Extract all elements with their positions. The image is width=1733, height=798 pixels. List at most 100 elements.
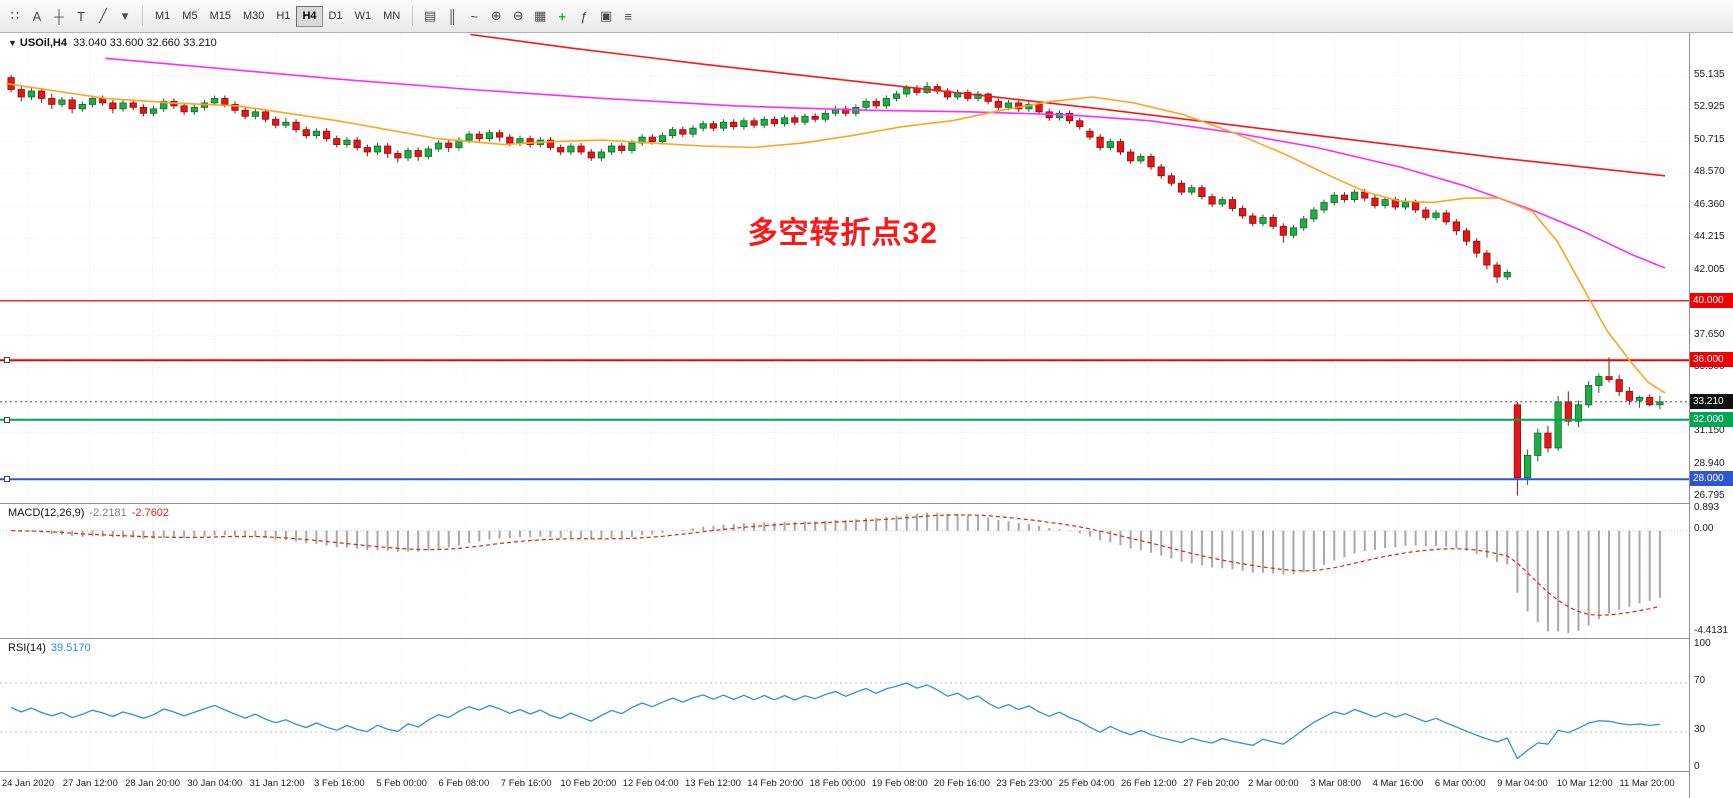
rsi-value: 39.5170 xyxy=(50,642,91,654)
toolbar-right-group: ▤ ║ ~ ⊕ ⊖ ▦ + ƒ ▣ ≡ xyxy=(419,5,639,27)
trendline-tool-icon[interactable]: ╱ xyxy=(99,8,107,23)
time-axis-label: 14 Feb 20:00 xyxy=(747,778,804,789)
time-axis-label: 24 Jan 2020 xyxy=(1,778,55,789)
ma-fast-orange-line xyxy=(5,82,1666,394)
time-axis-label: 6 Mar 00:00 xyxy=(1434,778,1486,789)
rsi-name: RSI(14) xyxy=(8,642,46,654)
time-axis-label: 2 Mar 00:00 xyxy=(1248,778,1299,789)
price-axis-label: 52.925 xyxy=(1694,101,1725,113)
collapse-triangle-icon[interactable]: ▼ xyxy=(8,38,17,48)
timeframe-button-h1[interactable]: H1 xyxy=(276,10,291,22)
time-axis-label: 19 Feb 08:00 xyxy=(871,778,928,789)
zoom-out-icon[interactable]: ⊖ xyxy=(512,8,524,23)
rsi-indicator-panel[interactable] xyxy=(0,638,1689,771)
time-axis-label: 11 Mar 20:00 xyxy=(1619,778,1675,789)
price-axis-label: 42.005 xyxy=(1694,263,1725,275)
timeframe-button-mn[interactable]: MN xyxy=(383,10,401,22)
toolbar: ∷ A ┼ T ╱ ▾ M1 M5 M15 M30 H1 H4 D1 W1 MN ▤ ║ ~ ⊕ ⊖ ▦ + ƒ ▣ ≡ xyxy=(0,0,1733,33)
price-axis-label: 44.215 xyxy=(1694,231,1725,243)
price-axis-label: 48.570 xyxy=(1694,166,1725,178)
timeframe-button-m1[interactable]: M1 xyxy=(155,10,171,22)
hline-handle[interactable] xyxy=(4,357,10,364)
time-axis-label: 31 Jan 12:00 xyxy=(249,778,305,789)
price-axis-label: 26.795 xyxy=(1694,490,1725,502)
timeframe-button-w1[interactable]: W1 xyxy=(354,10,372,22)
time-axis-label: 27 Jan 12:00 xyxy=(62,778,118,789)
indicators-icon[interactable]: ƒ xyxy=(580,8,588,24)
time-axis-label: 10 Mar 12:00 xyxy=(1556,778,1613,789)
zoom-in-icon[interactable]: ⊕ xyxy=(490,8,502,23)
current-price-tag: 33.210 xyxy=(1690,393,1733,409)
symbol-name: USOil,H4 xyxy=(19,37,67,49)
price-axis[interactable]: 55.135 52.925 50.715 48.570 46.360 44.215 42.0… xyxy=(1689,33,1733,798)
rsi-axis-label: 100 xyxy=(1694,638,1711,650)
arrow-cursor-icon[interactable]: A xyxy=(32,8,42,24)
candlestick-chart-icon[interactable]: ║ xyxy=(447,8,457,24)
chart-annotation[interactable]: 多空转折点32 xyxy=(747,217,938,251)
rsi-label: RSI(14) 39.5170 xyxy=(8,642,91,654)
time-axis[interactable]: 24 Jan 2020 27 Jan 12:00 28 Jan 20:00 30 Ja… xyxy=(0,771,1689,798)
time-axis-label: 20 Feb 16:00 xyxy=(934,778,991,789)
object-list-icon[interactable]: ≡ xyxy=(624,8,632,24)
price-chart-pan[interactable] xyxy=(0,33,1689,503)
time-axis-label: 13 Feb 12:00 xyxy=(684,778,741,789)
line-chart-icon[interactable]: ~ xyxy=(470,8,478,24)
time-axis-label: 18 Feb 00:00 xyxy=(809,778,866,789)
crosshair-icon[interactable]: ┼ xyxy=(54,8,64,24)
hline-handle[interactable] xyxy=(4,416,10,423)
macd-signal-line xyxy=(11,514,1661,616)
time-axis-label: 7 Feb 16:00 xyxy=(500,778,552,789)
timeframe-button-m30[interactable]: M30 xyxy=(242,10,265,22)
macd-indicator-panel[interactable] xyxy=(0,503,1689,638)
rsi-line xyxy=(10,682,1660,760)
time-axis-label: 3 Feb 16:00 xyxy=(313,778,365,789)
price-axis-label: 37.650 xyxy=(1694,328,1725,340)
time-axis-label: 25 Feb 04:00 xyxy=(1058,778,1115,789)
templates-icon[interactable]: ▣ xyxy=(600,8,613,23)
time-axis-label: 26 Feb 12:00 xyxy=(1120,778,1177,789)
hline-handle[interactable] xyxy=(4,476,10,483)
ma-mid-magenta-line xyxy=(105,57,1666,269)
time-axis-label: 28 Jan 20:00 xyxy=(125,778,180,789)
timeframe-group: M1 M5 M15 M30 H1 H4 D1 W1 MN xyxy=(149,5,406,27)
macd-signal-value: -2.7602 xyxy=(131,507,170,519)
macd-label: MACD(12,26,9) -2.2181 -2.7602 xyxy=(8,507,169,519)
macd-name: MACD(12,26,9) xyxy=(8,507,85,519)
price-axis-label: 55.135 xyxy=(1694,68,1725,80)
grip-handle-icon[interactable]: ∷ xyxy=(10,8,20,23)
bar-chart-icon[interactable]: ▤ xyxy=(424,8,437,23)
time-axis-label: 30 Jan 04:00 xyxy=(187,778,243,789)
price-axis-label: 28.940 xyxy=(1694,458,1725,470)
chart-window: 24 Jan 2020 27 Jan 12:00 28 Jan 20:00 30 Ja… xyxy=(0,33,1733,798)
macd-axis-label: 0.00 xyxy=(1694,522,1714,534)
macd-axis-label: 0.893 xyxy=(1694,502,1720,513)
price-axis-label: 46.360 xyxy=(1694,199,1725,211)
timeframe-button-m15[interactable]: M15 xyxy=(209,10,231,22)
timeframe-button-d1[interactable]: D1 xyxy=(328,10,343,22)
ohlc-values: 33.040 33.600 32.660 33.210 xyxy=(73,37,217,49)
ma-slow-red-line xyxy=(470,33,1666,177)
time-axis-label: 23 Feb 23:00 xyxy=(996,778,1053,789)
timeframe-button-h4[interactable]: H4 xyxy=(296,5,323,27)
price-axis-label: 50.715 xyxy=(1694,134,1725,146)
draw-tools-caret-icon[interactable]: ▾ xyxy=(121,8,129,23)
price-level-tag: 40.000 xyxy=(1690,292,1733,308)
toolbar-left-group: ∷ A ┼ T ╱ ▾ xyxy=(4,5,136,27)
time-axis-label: 9 Mar 04:00 xyxy=(1497,778,1548,789)
rsi-axis-label: 70 xyxy=(1694,675,1706,686)
tile-windows-icon[interactable]: ▦ xyxy=(534,8,547,23)
time-axis-label: 10 Feb 20:00 xyxy=(560,778,617,789)
toolbar-separator xyxy=(142,6,143,26)
rsi-axis-label: 0 xyxy=(1694,760,1700,772)
new-order-icon[interactable]: + xyxy=(558,8,566,24)
text-label-icon[interactable]: T xyxy=(77,8,85,24)
toolbar-separator xyxy=(412,6,414,26)
time-axis-label: 12 Feb 04:00 xyxy=(622,778,679,789)
price-level-tag: 28.000 xyxy=(1690,471,1733,487)
price-level-tag: 32.000 xyxy=(1690,411,1733,427)
macd-axis-label: -4.4131 xyxy=(1694,625,1728,636)
timeframe-button-m5[interactable]: M5 xyxy=(182,10,198,22)
symbol-ohlc-label: ▼ USOil,H4 33.040 33.600 32.660 33.210 xyxy=(8,37,217,49)
price-axis-label: 31.150 xyxy=(1694,425,1725,437)
time-axis-label: 3 Mar 08:00 xyxy=(1310,778,1361,789)
